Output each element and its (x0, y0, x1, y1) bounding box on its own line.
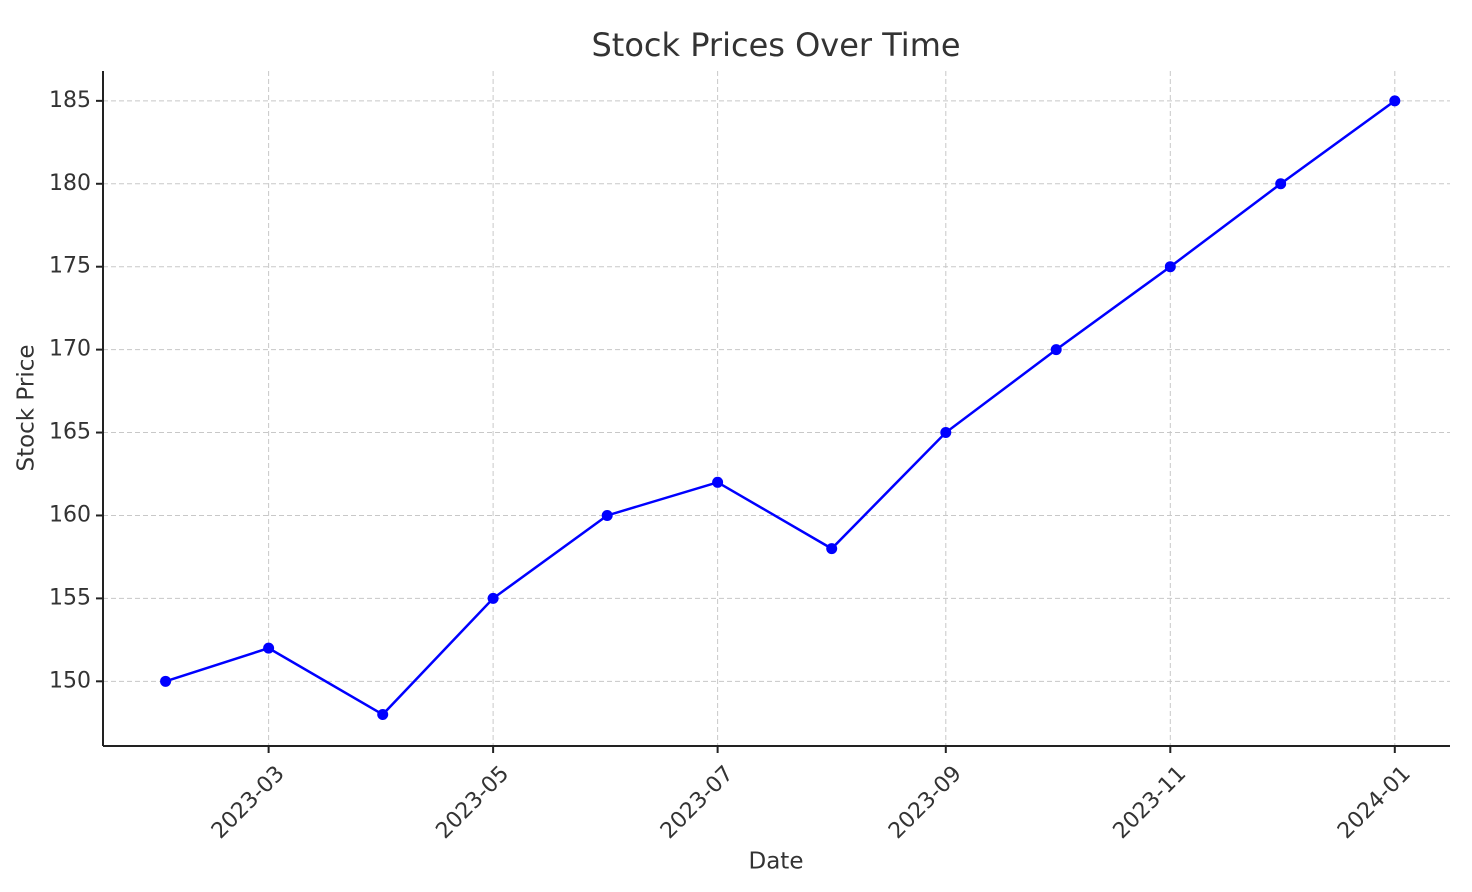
chart-title: Stock Prices Over Time (591, 26, 960, 64)
x-axis-label: Date (749, 849, 804, 875)
x-tick-label: 2023-07 (656, 761, 739, 844)
y-tick-label: 155 (49, 585, 91, 610)
point (1275, 178, 1287, 190)
x-tick-label: 2024-01 (1333, 761, 1416, 844)
line (165, 99, 1396, 717)
point (1164, 261, 1176, 273)
y-tick-label: 175 (49, 254, 91, 279)
point (487, 592, 499, 604)
y-tick-label: 160 (49, 502, 91, 527)
point (712, 476, 724, 488)
y-tick-label: 180 (49, 171, 91, 196)
point (160, 675, 172, 687)
y-tick-label: 170 (49, 337, 91, 362)
point (263, 642, 275, 654)
x-tick-label: 2023-03 (207, 761, 290, 844)
point (1050, 344, 1062, 356)
point (1389, 95, 1401, 107)
x-tick-label: 2023-05 (431, 761, 514, 844)
point (826, 543, 838, 555)
x-tick-label: 2023-09 (884, 761, 967, 844)
point (940, 427, 952, 439)
point (377, 708, 389, 720)
x-tick-label: 2023-11 (1109, 761, 1192, 844)
y-axis-label: Stock Price (14, 344, 40, 471)
y-tick-label: 165 (49, 420, 91, 445)
y-tick-label: 150 (49, 668, 91, 693)
y-tick-label: 185 (49, 88, 91, 113)
point (601, 509, 613, 521)
